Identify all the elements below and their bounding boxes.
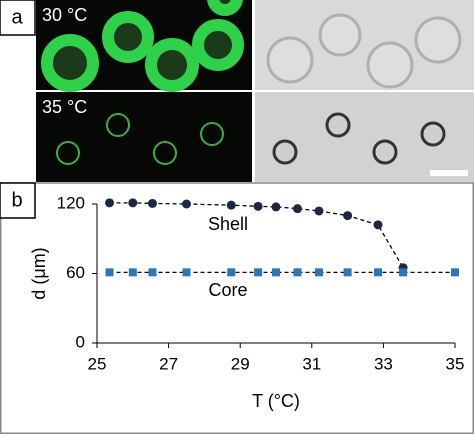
- x-tick-label: 29: [231, 354, 250, 373]
- marker: [147, 198, 157, 208]
- ring: [192, 19, 244, 71]
- x-tick-label: 35: [446, 354, 465, 373]
- ring: [318, 13, 362, 57]
- ring: [56, 141, 80, 165]
- x-tick-label: 27: [159, 354, 178, 373]
- temperature-label: 30 °C: [42, 5, 87, 25]
- marker: [105, 268, 114, 277]
- marker: [292, 204, 302, 214]
- marker: [374, 268, 383, 277]
- ring: [266, 36, 314, 84]
- marker: [272, 268, 280, 277]
- x-tick-label: 25: [88, 354, 107, 373]
- gray-rings: [266, 13, 462, 89]
- y-tick-label: 0: [76, 332, 85, 351]
- y-axis-label: d (μm): [29, 247, 49, 299]
- panel-label-box: [0, 0, 36, 36]
- marker: [128, 268, 137, 277]
- y-tick-label: 120: [57, 193, 85, 212]
- ring: [366, 41, 414, 89]
- marker: [182, 268, 191, 277]
- ring: [106, 113, 130, 137]
- ring: [145, 38, 199, 92]
- marker: [128, 198, 138, 208]
- x-tick-label: 31: [302, 354, 321, 373]
- panel-frame: [0, 182, 474, 434]
- marker: [451, 268, 459, 277]
- marker: [399, 268, 408, 277]
- series-annotation: Core: [208, 280, 247, 300]
- scale-bar: [430, 170, 468, 176]
- ring: [325, 112, 351, 138]
- ring: [414, 16, 462, 64]
- y-tick-label: 60: [66, 263, 85, 282]
- ring: [272, 139, 298, 165]
- marker: [343, 211, 353, 221]
- panel-label: a: [11, 6, 23, 28]
- marker: [105, 198, 115, 208]
- ring: [207, 0, 243, 16]
- x-axis-label: T (°C): [252, 391, 300, 411]
- marker: [182, 199, 191, 209]
- fit-line: [109, 202, 404, 269]
- marker: [227, 268, 236, 277]
- ring: [372, 139, 398, 165]
- marker: [314, 268, 323, 277]
- ring: [153, 141, 177, 165]
- x-tick-label: 33: [374, 354, 393, 373]
- green-rings: [41, 0, 244, 92]
- ring: [102, 11, 154, 63]
- marker: [314, 206, 324, 216]
- marker: [343, 268, 352, 277]
- marker: [226, 200, 236, 210]
- temperature-label: 35 °C: [42, 97, 87, 117]
- fluorescence-image-35: [36, 92, 252, 182]
- faint-rings: [56, 113, 224, 165]
- ring: [200, 122, 224, 146]
- dark-rings: [272, 112, 446, 165]
- marker: [373, 220, 383, 230]
- marker: [148, 268, 157, 277]
- marker: [293, 268, 302, 277]
- marker: [271, 202, 281, 212]
- panel-label: b: [11, 189, 22, 211]
- panel-label-box: [0, 182, 36, 219]
- ring: [41, 34, 99, 92]
- series-annotation: Shell: [208, 214, 248, 234]
- marker: [253, 201, 263, 211]
- marker: [254, 268, 263, 277]
- ring: [420, 121, 446, 147]
